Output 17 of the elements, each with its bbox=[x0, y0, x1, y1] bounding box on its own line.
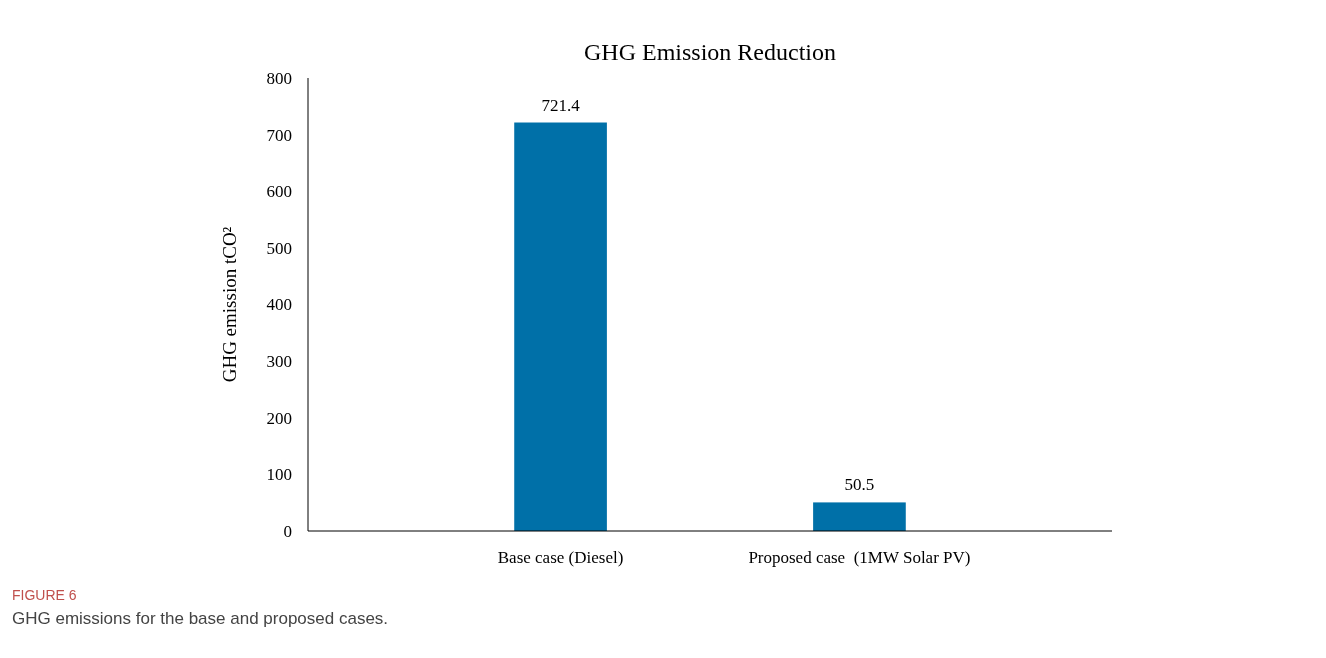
x-tick-label: Base case (Diesel) bbox=[497, 548, 624, 567]
y-axis-title: GHG emission tCO² bbox=[219, 226, 240, 383]
text: GHG emissions for the base and proposed cases. bbox=[12, 609, 389, 628]
y-tick-label: 800 bbox=[266, 68, 292, 88]
caption: FIGURE 6 bbox=[12, 587, 77, 603]
y-tick-label: 400 bbox=[266, 295, 292, 315]
y-tick-label: 100 bbox=[266, 465, 292, 485]
y-tick-label: 300 bbox=[266, 352, 292, 372]
y-tick-label: 0 bbox=[283, 521, 292, 541]
y-tick-label: 600 bbox=[266, 182, 292, 202]
y-tick-label: 700 bbox=[266, 125, 292, 145]
y-tick-label: 500 bbox=[266, 238, 292, 258]
x-tick-label: Proposed case (1MW Solar PV) bbox=[748, 548, 971, 567]
data-label: 721.4 bbox=[541, 95, 581, 115]
y-tick-label: 200 bbox=[266, 408, 292, 428]
chart-title: GHG Emission Reduction bbox=[584, 39, 836, 65]
data-label: 50.5 bbox=[844, 475, 875, 495]
